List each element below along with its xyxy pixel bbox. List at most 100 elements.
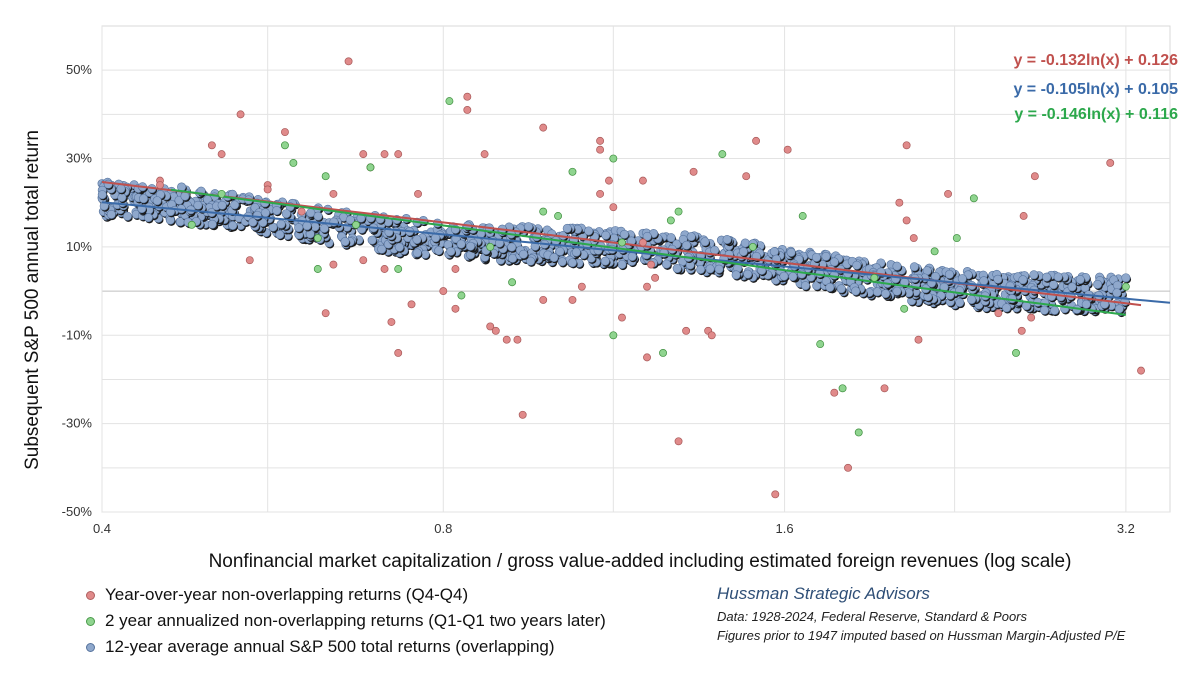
data-point bbox=[1121, 273, 1131, 283]
data-point bbox=[451, 265, 460, 273]
data-point bbox=[838, 384, 847, 393]
data-point bbox=[562, 223, 572, 233]
data-point bbox=[1012, 348, 1020, 357]
data-point bbox=[445, 97, 454, 106]
data-point bbox=[618, 238, 626, 247]
data-point bbox=[352, 220, 360, 229]
data-point bbox=[682, 326, 691, 335]
data-point bbox=[463, 105, 472, 114]
data-point bbox=[731, 270, 741, 280]
data-point bbox=[394, 150, 403, 159]
data-point bbox=[1050, 305, 1060, 315]
data-point bbox=[466, 241, 476, 251]
series-yoy-points bbox=[156, 57, 1145, 499]
x-axis-label: Nonfinancial market capitalization / gro… bbox=[209, 551, 1072, 572]
data-point bbox=[508, 278, 517, 287]
data-point bbox=[596, 136, 605, 145]
data-point bbox=[674, 207, 683, 216]
data-point bbox=[329, 260, 338, 269]
data-point bbox=[366, 163, 375, 172]
data-point bbox=[638, 238, 647, 247]
data-point bbox=[705, 264, 715, 274]
data-point bbox=[1053, 272, 1063, 282]
data-point bbox=[892, 286, 902, 296]
data-point bbox=[870, 273, 879, 282]
data-point bbox=[672, 264, 682, 274]
data-point bbox=[297, 207, 306, 216]
data-point bbox=[377, 244, 387, 254]
data-point bbox=[596, 145, 605, 154]
data-point bbox=[851, 286, 861, 296]
source-data: Data: 1928-2024, Federal Reserve, Standa… bbox=[717, 609, 1028, 624]
data-point bbox=[601, 230, 611, 240]
y-axis-ticks: 50% 30% 10% -10% -30% -50% bbox=[62, 62, 93, 519]
data-point bbox=[682, 240, 692, 250]
legend-marker-blue bbox=[86, 642, 95, 652]
data-point bbox=[394, 265, 403, 273]
data-point bbox=[518, 249, 528, 259]
data-point bbox=[380, 265, 389, 273]
legend-label: 2 year annualized non-overlapping return… bbox=[105, 611, 606, 630]
data-point bbox=[117, 192, 127, 202]
data-point bbox=[272, 206, 282, 216]
data-point bbox=[909, 234, 918, 243]
data-point bbox=[321, 309, 330, 318]
data-point bbox=[187, 220, 196, 229]
x-tick-label: 0.8 bbox=[434, 521, 452, 536]
data-point bbox=[686, 232, 696, 242]
data-point bbox=[1081, 299, 1091, 309]
data-point bbox=[994, 309, 1003, 318]
legend-marker-red bbox=[86, 590, 95, 600]
data-point bbox=[821, 251, 831, 261]
plot-frame bbox=[101, 25, 1171, 513]
data-point bbox=[446, 246, 456, 256]
data-point bbox=[892, 261, 902, 271]
data-point bbox=[584, 226, 594, 236]
data-point bbox=[609, 154, 618, 163]
data-point bbox=[439, 287, 448, 296]
data-point bbox=[816, 340, 825, 349]
data-point bbox=[930, 247, 939, 256]
data-point bbox=[491, 326, 500, 335]
data-point bbox=[647, 260, 656, 269]
data-point bbox=[609, 331, 618, 340]
data-point bbox=[434, 246, 444, 256]
data-point bbox=[539, 207, 548, 216]
data-point bbox=[600, 256, 610, 266]
data-point bbox=[979, 276, 989, 286]
data-point bbox=[1112, 288, 1122, 298]
data-point bbox=[722, 235, 732, 245]
data-point bbox=[557, 257, 567, 267]
data-point bbox=[568, 295, 577, 304]
y-tick-label: 10% bbox=[66, 239, 92, 254]
data-point bbox=[555, 246, 565, 256]
data-point bbox=[394, 348, 403, 357]
data-point bbox=[302, 221, 312, 231]
data-point bbox=[825, 282, 835, 292]
data-point bbox=[526, 256, 536, 266]
data-point bbox=[432, 218, 442, 228]
x-tick-label: 3.2 bbox=[1117, 521, 1135, 536]
data-point bbox=[900, 304, 909, 313]
data-point bbox=[895, 198, 904, 207]
data-point bbox=[394, 242, 404, 252]
data-point bbox=[502, 335, 511, 344]
data-point bbox=[165, 215, 175, 225]
legend-item-2yr: 2 year annualized non-overlapping return… bbox=[86, 608, 606, 634]
data-point bbox=[944, 189, 953, 198]
data-point bbox=[1002, 303, 1012, 313]
data-point bbox=[742, 172, 751, 181]
data-point bbox=[414, 189, 422, 198]
data-point bbox=[836, 284, 846, 294]
data-point bbox=[662, 259, 672, 269]
data-point bbox=[260, 208, 270, 218]
data-point bbox=[359, 150, 368, 159]
data-point bbox=[456, 239, 466, 249]
data-point bbox=[577, 282, 586, 291]
y-axis-label: Subsequent S&P 500 annual total return bbox=[22, 130, 43, 470]
data-point bbox=[779, 271, 789, 281]
data-point bbox=[967, 295, 977, 305]
data-point bbox=[518, 410, 527, 419]
data-point bbox=[1018, 275, 1028, 285]
x-tick-label: 1.6 bbox=[776, 521, 794, 536]
